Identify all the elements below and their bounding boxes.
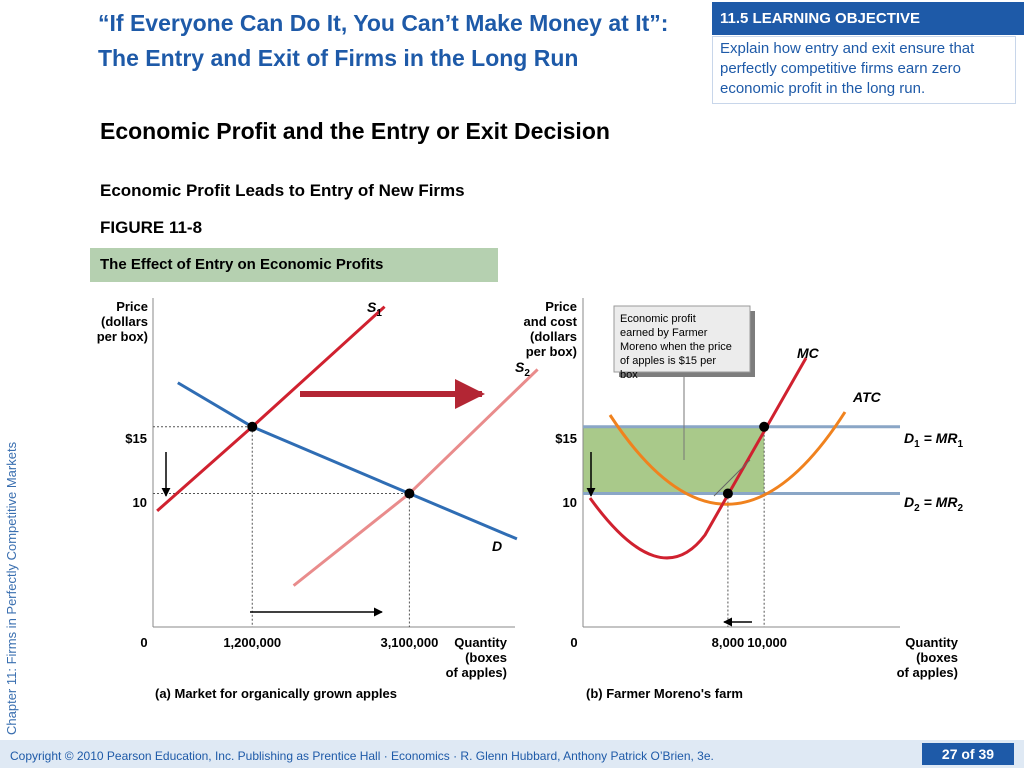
panel-b-origin-label: 0 (570, 635, 577, 650)
panel-b-label-mr2: D2 = MR2 (904, 494, 963, 514)
panel-b-x-tick-2: 10,000 (747, 635, 787, 650)
sub-heading: Economic Profit Leads to Entry of New Fi… (100, 181, 465, 200)
panel-b-x-tick-1: 8,000 (712, 635, 745, 650)
panel-a-x-tick-2: 3,100,000 (380, 635, 438, 650)
figure-label: FIGURE 11-8 (100, 218, 203, 237)
panel-a-x-tick-1: 1,200,000 (223, 635, 281, 650)
panel-b-mc-pointer (713, 459, 751, 497)
panel-b-callout-box (613, 305, 751, 373)
figure-caption: The Effect of Entry on Economic Profits (90, 248, 498, 282)
panel-a-y-label: Price (dollars per box) (97, 299, 148, 344)
panel-a-origin-label: 0 (140, 635, 147, 650)
panel-b-y-label: Price and cost (dollars per box) (524, 299, 578, 359)
panel-b-label-mr1: D1 = MR1 (904, 430, 963, 450)
panel-b-callout-text: Economic profit earned by Farmer Moreno wh… (620, 313, 732, 381)
panel-a-label-d: D (492, 538, 502, 554)
chapter-side-label: Chapter 11: Firms in Perfectly Competiti… (4, 441, 19, 735)
panel-a-equilibrium-point-2 (404, 488, 415, 499)
panel-b-point-2 (722, 488, 733, 499)
page-indicator[interactable]: 27 of 39 (922, 743, 1014, 765)
panel-b-mc-curve (588, 357, 808, 560)
footer-bar (0, 740, 1024, 768)
panel-b-profit-area (583, 426, 765, 494)
panel-b-point-1 (759, 421, 770, 432)
panel-b-x-label: Quantity (boxes of apples) (897, 635, 959, 680)
panel-a-equilibrium-point-1 (247, 421, 258, 432)
panel-b-label-mc: MC (797, 345, 820, 361)
learning-objective-label: 11.5 LEARNING OBJECTIVE (712, 2, 1024, 35)
panel-a-y-tick-15: $15 (125, 431, 147, 446)
learning-objective-text: Explain how entry and exit ensure that p… (712, 36, 1016, 104)
slide-title: “If Everyone Can Do It, You Can’t Make M… (98, 10, 669, 71)
section-heading: Economic Profit and the Entry or Exit De… (100, 118, 610, 144)
panel-b-label-atc: ATC (852, 389, 882, 405)
panel-a-label-s2: S2 (515, 359, 530, 379)
panel-a-series-d (177, 381, 518, 541)
panel-a-caption: (a) Market for organically grown apples (155, 686, 397, 701)
copyright-text: Copyright © 2010 Pearson Education, Inc.… (10, 749, 714, 763)
panel-b-y-tick-10: 10 (563, 495, 577, 510)
panel-a-y-tick-10: 10 (133, 495, 147, 510)
panel-b-y-tick-15: $15 (555, 431, 577, 446)
panel-b-atc-curve (608, 411, 847, 506)
panel-a-label-s1: S1 (367, 299, 382, 319)
panel-a-x-label: Quantity (boxes of apples) (446, 635, 508, 680)
panel-b-caption: (b) Farmer Moreno's farm (586, 686, 743, 701)
panel-a-series-s1 (156, 305, 386, 513)
